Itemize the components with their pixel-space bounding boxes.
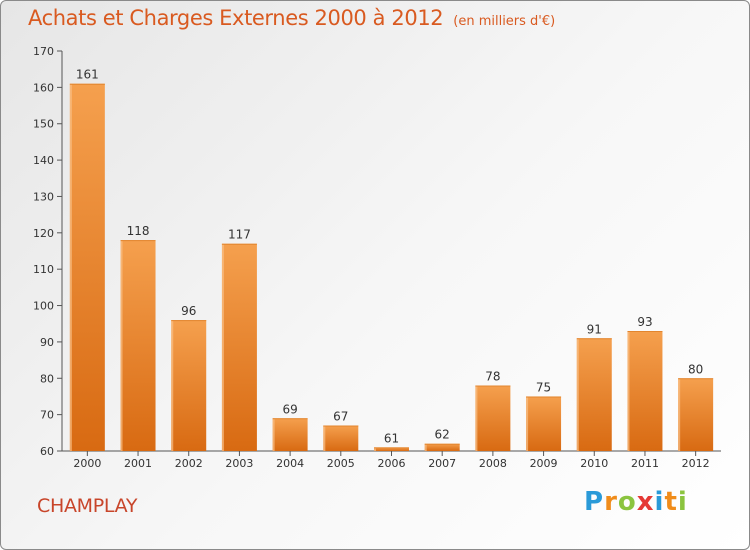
x-tick-label: 2008: [479, 457, 507, 470]
bar: [69, 83, 105, 452]
chart-subtitle: (en milliers d'€): [453, 14, 556, 29]
bar-highlight: [323, 425, 326, 451]
bar-highlight: [272, 418, 275, 451]
data-label: 161: [76, 68, 99, 82]
data-label: 118: [127, 224, 150, 238]
chart-bars: [69, 83, 714, 452]
logo-letter: i: [654, 487, 665, 517]
logo-letter: x: [636, 487, 655, 517]
bar: [424, 443, 460, 451]
bar-highlight: [627, 331, 630, 451]
x-tick-label: 2001: [124, 457, 152, 470]
x-tick-label: 2003: [225, 457, 253, 470]
data-label: 117: [228, 228, 251, 242]
data-label: 80: [688, 362, 703, 376]
data-label: 69: [282, 402, 297, 416]
bar: [576, 338, 612, 451]
x-tick-label: 2005: [327, 457, 355, 470]
bar-highlight: [475, 385, 478, 451]
bar-highlight: [69, 83, 72, 452]
data-label: 75: [536, 380, 551, 394]
bar-highlight: [424, 443, 427, 451]
bar-highlight: [171, 320, 174, 451]
bar-highlight: [374, 447, 377, 451]
bar: [526, 396, 562, 451]
bar: [475, 385, 511, 451]
chart-title-text: Achats et Charges Externes 2000 à 2012: [28, 6, 444, 30]
x-tick-label: 2012: [682, 457, 710, 470]
y-tick-label: 60: [40, 445, 54, 458]
bar-highlight: [120, 240, 123, 451]
data-label: 62: [435, 428, 450, 442]
x-tick-label: 2010: [580, 457, 608, 470]
x-tick-label: 2007: [428, 457, 456, 470]
x-tick-label: 2006: [378, 457, 406, 470]
x-tick-label: 2004: [276, 457, 304, 470]
chart-axes: 60 70 80 90 100 110 120 130 140 150 160 170 2000 2001…: [33, 45, 721, 470]
data-label: 96: [181, 304, 196, 318]
logo-letter: P: [584, 487, 605, 517]
x-tick-label: 2009: [530, 457, 558, 470]
x-tick-label: 2011: [631, 457, 659, 470]
y-tick-label: 120: [33, 227, 54, 240]
y-tick-label: 170: [33, 45, 54, 58]
data-label: 61: [384, 431, 399, 445]
y-tick-label: 100: [33, 300, 54, 313]
bar: [374, 447, 409, 451]
bar-highlight: [576, 338, 579, 451]
bar: [627, 331, 663, 451]
y-tick-label: 140: [33, 154, 54, 167]
bar: [221, 243, 257, 451]
logo-letter: o: [617, 487, 637, 517]
chart-title: Achats et Charges Externes 2000 à 2012 (e…: [28, 6, 555, 30]
bar-highlight: [526, 396, 529, 451]
logo-letter: i: [677, 487, 688, 517]
proxiti-logo: Proxiti: [584, 487, 688, 517]
y-tick-label: 150: [33, 118, 54, 131]
data-label: 67: [333, 410, 348, 424]
data-label: 91: [587, 322, 602, 336]
data-label: 78: [485, 370, 500, 384]
x-tick-label: 2002: [175, 457, 203, 470]
chart-labels: 161 118 96 117 69 67 61 62 78 75 91 93 80: [76, 68, 703, 446]
bar: [678, 378, 714, 451]
bar: [171, 320, 207, 451]
bar-highlight: [221, 243, 224, 451]
y-tick-label: 130: [33, 190, 54, 203]
bar-highlight: [678, 378, 681, 451]
bar: [272, 418, 308, 451]
bar: [120, 240, 156, 451]
y-tick-label: 80: [40, 372, 54, 385]
commune-name: CHAMPLAY: [37, 495, 138, 517]
logo-letter: t: [664, 487, 678, 517]
y-tick-label: 160: [33, 81, 54, 94]
logo-letter: r: [604, 487, 618, 517]
y-tick-label: 90: [40, 336, 54, 349]
x-tick-label: 2000: [73, 457, 101, 470]
data-label: 93: [637, 315, 652, 329]
y-tick-label: 70: [40, 409, 54, 422]
bar: [323, 425, 359, 451]
y-tick-label: 110: [33, 263, 54, 276]
